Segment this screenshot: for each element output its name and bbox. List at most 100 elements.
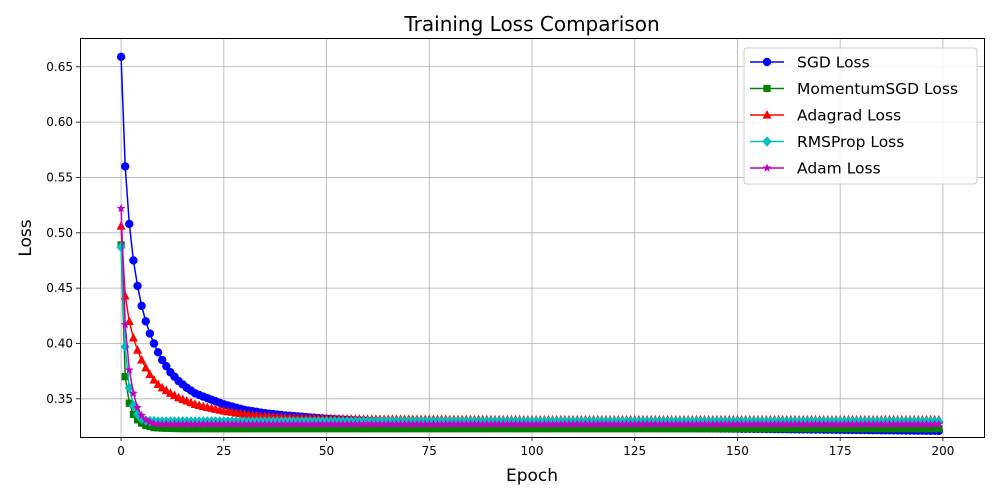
data-point [696,425,705,433]
data-point [816,425,824,433]
data-point [174,419,183,428]
data-point [737,425,746,433]
data-point [618,419,627,428]
data-point [913,419,923,428]
data-point [762,110,772,119]
data-point [121,373,129,381]
data-point [228,425,236,433]
data-point [840,425,848,433]
data-point [462,425,470,433]
data-point [691,419,701,428]
data-point [346,419,356,428]
data-point [301,419,311,428]
data-point [339,425,347,433]
legend-label: Adagrad Loss [797,107,901,125]
data-point [380,425,388,433]
data-point [618,425,626,433]
data-point [293,419,303,428]
data-point [672,425,680,433]
data-point [116,52,126,62]
data-point [326,419,336,428]
y-tick-label: 0.60 [46,115,73,129]
data-point [203,425,211,433]
data-point [885,425,894,433]
data-point [853,425,861,433]
data-point [906,425,914,433]
x-tick-label: 25 [216,444,231,458]
data-point [918,425,926,433]
data-point [725,425,733,433]
data-point [216,425,224,433]
data-point [425,425,433,433]
data-point [166,424,174,432]
data-point [782,419,792,428]
data-point [387,419,397,428]
data-point [474,419,483,428]
data-point [355,419,364,428]
data-point [609,419,619,428]
data-point [137,355,147,364]
data-point [310,425,318,433]
data-point [601,419,611,428]
y-tick-label: 0.65 [46,60,73,74]
data-point [787,425,795,433]
data-point [631,425,639,433]
data-point [260,419,270,428]
data-point [848,419,857,428]
data-point [667,419,677,428]
data-point [298,425,306,433]
data-point [170,419,179,428]
data-point [664,425,672,433]
data-point [692,425,700,433]
data-point [605,419,615,428]
data-point [162,361,171,371]
data-point [272,419,282,428]
data-point [910,425,918,433]
data-point [331,425,339,433]
data-point [606,425,614,433]
data-point [396,419,405,428]
data-point [881,425,889,433]
data-point [749,419,759,428]
data-point [786,419,796,428]
series-momentumsgd-loss [117,241,943,433]
data-point [902,425,910,433]
data-point [905,419,915,428]
data-point [613,419,623,428]
data-point [335,425,343,433]
data-point [861,425,869,433]
data-point [663,419,672,428]
data-point [285,425,294,433]
data-point [281,425,290,433]
data-point [795,425,803,433]
data-point [622,425,631,433]
data-point [556,419,566,428]
data-point [248,425,257,433]
data-point [614,425,622,433]
x-tick-label: 0 [117,444,125,458]
data-point [483,425,491,433]
data-point [741,419,751,428]
data-point [713,425,721,433]
data-point [207,425,216,433]
data-point [770,419,779,428]
data-point [720,419,730,428]
data-point [178,419,188,428]
data-point [355,425,364,433]
data-point [157,355,167,365]
data-point [881,419,890,428]
data-point [848,425,857,433]
data-point [597,419,607,428]
data-point [487,425,495,433]
data-point [733,425,742,433]
data-point [149,419,159,428]
data-point [281,419,290,428]
data-point [248,419,257,428]
data-point [137,410,147,420]
data-point [857,425,865,433]
data-point [420,419,430,428]
data-point [819,419,829,428]
data-point [721,425,729,433]
data-point [798,419,808,428]
data-point [187,425,195,433]
